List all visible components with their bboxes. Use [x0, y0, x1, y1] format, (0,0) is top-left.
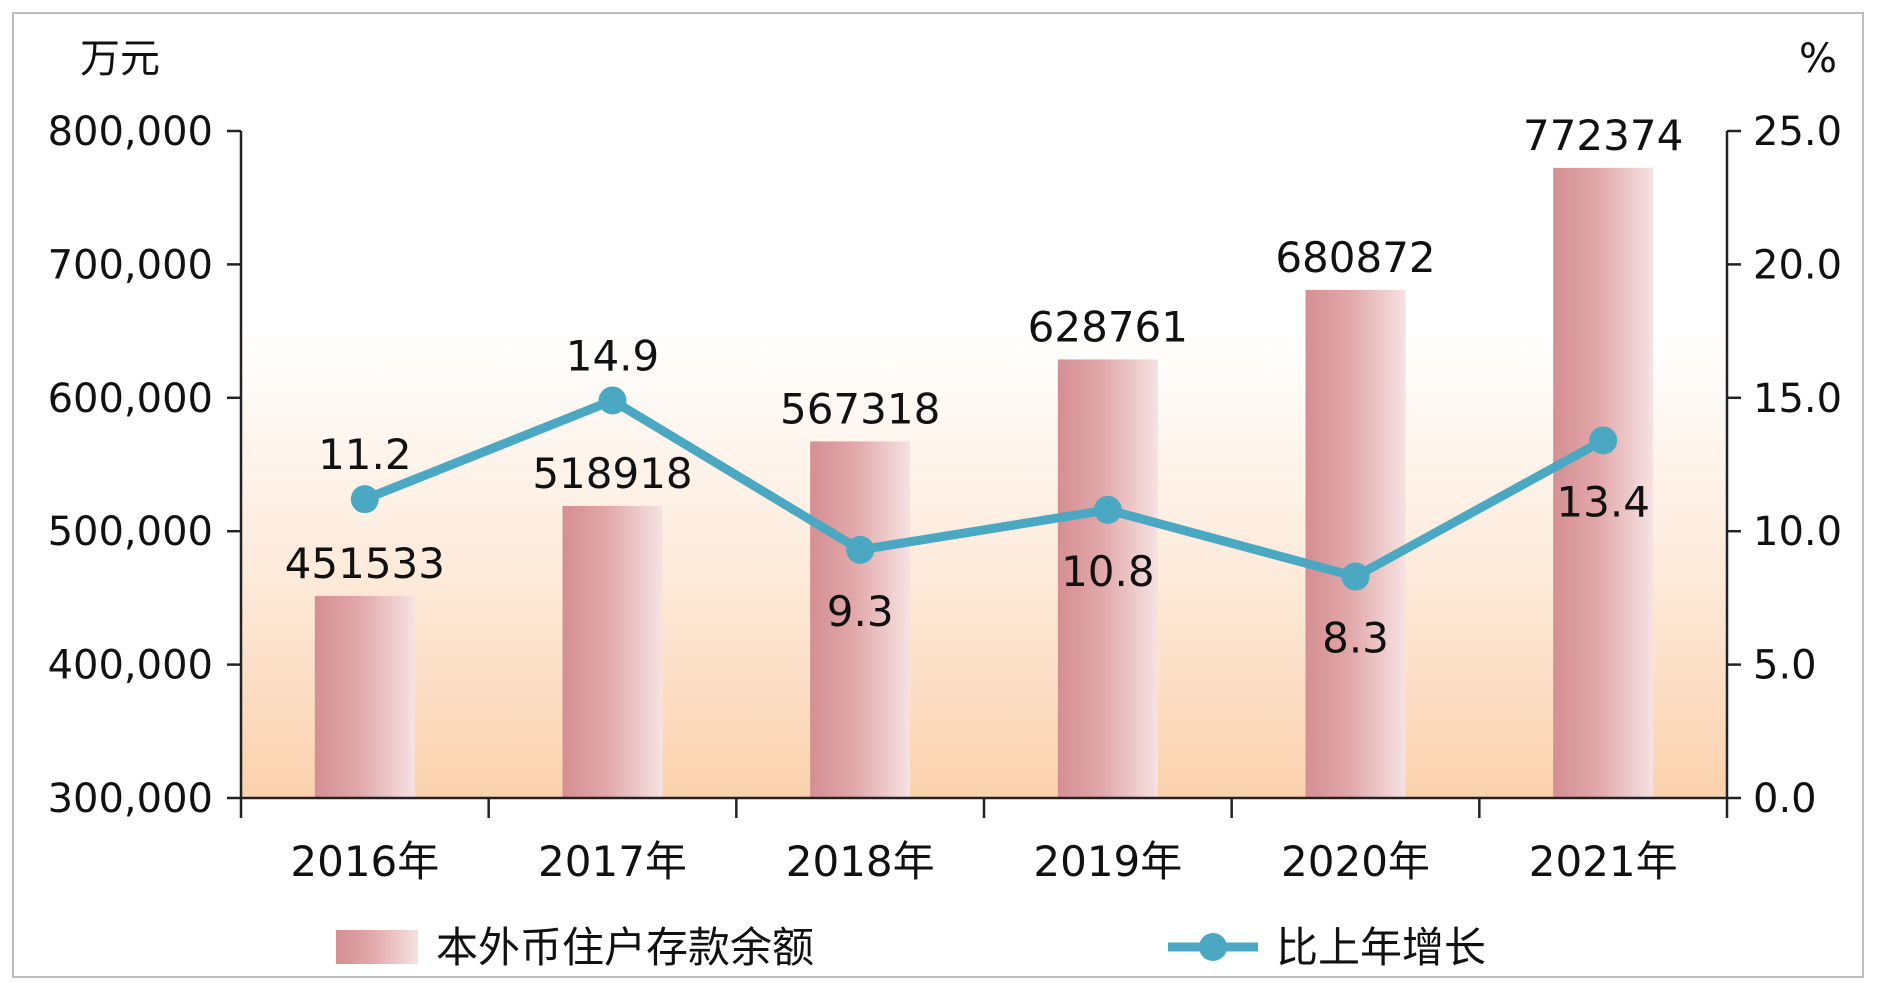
- line-point: [598, 386, 627, 415]
- x-tick-label: 2021年: [1529, 837, 1678, 886]
- bar-series: 451533 518918 567318 628761 680872 772374: [285, 111, 1683, 798]
- bar: [810, 441, 911, 798]
- x-tick-label: 2018年: [786, 837, 935, 886]
- y-tick-label: 300,000: [48, 776, 213, 822]
- y-tick-label: 500,000: [48, 509, 213, 555]
- legend-bar-swatch: [336, 930, 418, 964]
- line-point: [1093, 495, 1122, 524]
- y2-tick-label: 15.0: [1753, 376, 1842, 422]
- bar-value-label: 518918: [532, 449, 692, 498]
- y2-tick-label: 5.0: [1753, 643, 1817, 689]
- y2-tick-label: 20.0: [1753, 242, 1842, 288]
- line-value-label: 13.4: [1556, 477, 1650, 526]
- y-tick-label: 400,000: [48, 643, 213, 689]
- y2-tick-label: 0.0: [1753, 776, 1817, 822]
- y-tick-label: 700,000: [48, 242, 213, 288]
- line-value-label: 8.3: [1322, 614, 1389, 663]
- line-value-label: 9.3: [827, 587, 894, 636]
- x-tick-label: 2017年: [538, 837, 687, 886]
- bar-value-label: 680872: [1275, 233, 1435, 282]
- y-axis-unit-label: 万元: [80, 36, 160, 82]
- x-tick-label: 2019年: [1033, 837, 1182, 886]
- legend: 本外币住户存款余额 比上年增长: [336, 923, 1486, 972]
- bar: [1305, 289, 1406, 798]
- plot-area-background: [241, 330, 1727, 798]
- x-tick-label: 2016年: [290, 837, 439, 886]
- line-value-label: 10.8: [1061, 547, 1155, 596]
- bar-value-label: 567318: [780, 384, 940, 433]
- line-point: [1589, 426, 1618, 455]
- x-tick-label: 2020年: [1281, 837, 1430, 886]
- axes: 300,000 400,000 500,000 600,000 700,000 800,0…: [48, 109, 1842, 886]
- line-point: [846, 535, 875, 564]
- legend-line-marker: [1199, 933, 1227, 961]
- bar-value-label: 772374: [1523, 111, 1683, 160]
- y2-tick-label: 25.0: [1753, 109, 1842, 155]
- line-point: [350, 485, 379, 514]
- bar: [562, 505, 663, 798]
- y-tick-label: 800,000: [48, 109, 213, 155]
- bar: [314, 595, 415, 798]
- line-value-label: 11.2: [318, 430, 412, 479]
- legend-bar-label: 本外币住户存款余额: [436, 923, 814, 972]
- y2-axis-unit-label: %: [1799, 36, 1837, 82]
- line-series: 11.2 14.9 9.3 10.8 8.3 13.4: [318, 331, 1650, 662]
- y2-tick-label: 10.0: [1753, 509, 1842, 555]
- growth-line: [363, 395, 1606, 582]
- bar-value-label: 451533: [285, 539, 445, 588]
- y-tick-label: 600,000: [48, 376, 213, 422]
- bar: [1057, 359, 1158, 798]
- legend-line-label: 比上年增长: [1276, 923, 1486, 972]
- bar-value-label: 628761: [1028, 302, 1188, 351]
- line-point: [1341, 562, 1370, 591]
- line-value-label: 14.9: [566, 331, 660, 380]
- bar: [1553, 167, 1654, 798]
